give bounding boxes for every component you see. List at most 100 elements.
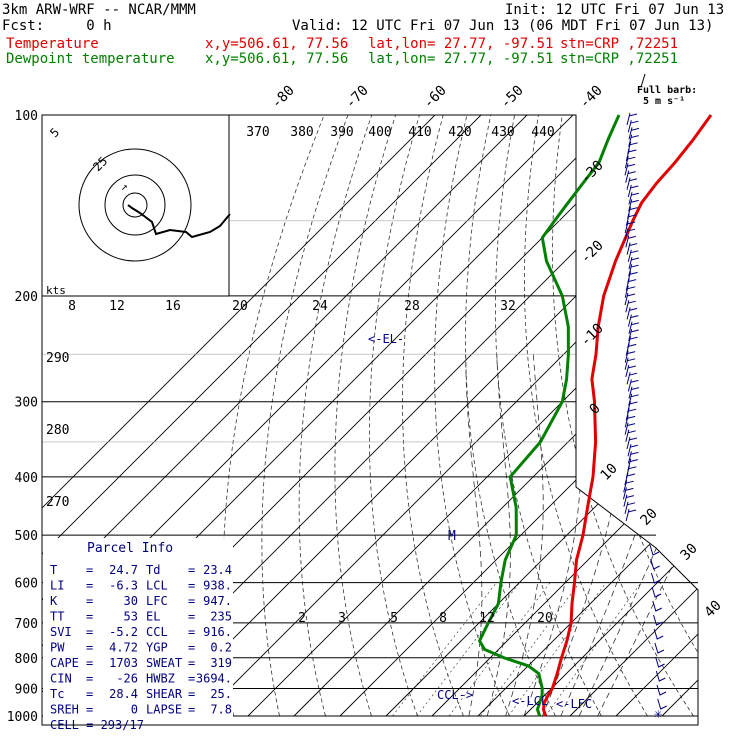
parcel-row-eq: =: [188, 579, 195, 593]
wind-barb: [623, 494, 635, 507]
hodograph-trace: [127, 204, 231, 239]
wind-barb: [625, 148, 637, 162]
isotherm: [42, 115, 528, 717]
wind-barb: [651, 586, 662, 598]
parcel-row-label: SHEAR: [146, 687, 183, 701]
init-time: Init: 12 UTC Fri 07 Jun 13: [505, 2, 725, 18]
parcel-row-label: LI: [50, 579, 64, 593]
wind-barb: [626, 372, 638, 385]
wind-barb: [624, 501, 636, 514]
parcel-row-label: HWBZ: [146, 672, 175, 686]
parcel-row-value: 30: [124, 594, 138, 608]
parcel-row-value: 319: [210, 656, 232, 670]
dewpoint-curve: [478, 114, 621, 717]
parcel-row-value: 916.: [203, 625, 232, 639]
isotherm-label: 40: [702, 598, 725, 621]
theta-left-label: 270: [46, 495, 69, 510]
wind-barb: [627, 444, 639, 457]
dry-adiabat: [705, 115, 740, 716]
wind-barb: [624, 350, 636, 363]
pressure-tick-label: 300: [15, 396, 38, 411]
parcel-row-label: Td: [146, 563, 160, 577]
wind-barb: [627, 120, 639, 133]
parcel-row-label: CAPE: [50, 656, 79, 670]
theta-label: 390: [330, 125, 353, 140]
hodo-speed-label: 28: [404, 299, 420, 314]
wind-legend-barb: [640, 73, 646, 88]
hodo-speed-label: 32: [500, 299, 516, 314]
mixing-ratio-label: 2: [298, 611, 306, 626]
wind-barb: [625, 213, 637, 226]
wind-barb: [622, 487, 634, 500]
parcel-row-eq: =: [86, 625, 93, 639]
hodograph-box: [41, 114, 230, 297]
parcel-row-label: PW: [50, 641, 65, 655]
isotherm: [42, 115, 482, 717]
temperature-legend-label: Temperature: [6, 36, 99, 52]
wind-barb: [626, 177, 638, 190]
parcel-row-label: YGP: [146, 641, 168, 655]
isotherm: [155, 115, 698, 717]
wind-barb: [625, 343, 637, 356]
parcel-row-value: -6.3: [109, 579, 138, 593]
wind-barb: [628, 192, 640, 205]
theta-left-label: 290: [46, 351, 69, 366]
theta-left-label: 280: [46, 423, 69, 438]
pressure-tick-label: 500: [15, 529, 38, 544]
wind-barb: [628, 321, 640, 334]
model-title: 3km ARW-WRF -- NCAR/MMM: [2, 2, 196, 18]
dry-adiabat: [298, 115, 373, 717]
parcel-row-label: TT: [50, 610, 64, 624]
wind-barb: [628, 134, 639, 147]
wind-barb: [625, 278, 637, 291]
lcl-marker: <-LCL: [512, 694, 548, 708]
parcel-row-value: 947.: [203, 594, 232, 608]
parcel-row-label: T: [50, 563, 57, 577]
wind-barb: [650, 572, 661, 584]
wind-barb: [625, 235, 636, 248]
isotherm-label: -50: [498, 83, 527, 112]
wind-barb: [625, 170, 636, 183]
wind-barb: [626, 436, 638, 450]
valid-time: Valid: 12 UTC Fri 07 Jun 13 (06 MDT Fri …: [292, 18, 714, 34]
hodo-center-mark: ↗: [121, 180, 128, 193]
dry-adiabat: [605, 115, 698, 717]
temperature-legend-stn: stn=CRP ,72251: [560, 36, 679, 52]
wind-barb: [628, 199, 639, 212]
parcel-info-panel: [43, 538, 233, 724]
parcel-row-eq: =: [188, 594, 195, 608]
wind-barb: [655, 670, 666, 682]
theta-label: 400: [368, 125, 391, 140]
mixing-ratio-line: [545, 582, 642, 717]
dewpoint-legend-xy: x,y=506.61, 77.56: [205, 51, 349, 67]
dry-adiabat: [552, 115, 694, 717]
parcel-row-label: CCL: [146, 625, 168, 639]
isotherm: [431, 115, 698, 717]
mixing-ratio-label: 20: [537, 611, 553, 626]
isotherm-label: 20: [638, 506, 661, 529]
wind-barb: [654, 642, 665, 654]
wind-barb: [625, 429, 636, 442]
parcel-row-eq: =: [188, 563, 195, 577]
parcel-row-label: CIN: [50, 672, 72, 686]
parcel-row-value: 938.: [203, 579, 232, 593]
parcel-row-label: SVI: [50, 625, 72, 639]
parcel-row-eq: =: [86, 672, 93, 686]
parcel-row-value: 24.7: [109, 563, 138, 577]
parcel-row-value: 23.4: [203, 563, 232, 577]
parcel-info-title: Parcel Info: [87, 541, 173, 556]
wind-barb: [625, 364, 636, 378]
isotherm: [569, 115, 698, 717]
isotherm: [247, 115, 698, 717]
pressure-tick-label: 600: [15, 577, 38, 592]
parcel-row-eq: =: [86, 563, 93, 577]
parcel-row-value: 4.72: [109, 641, 138, 655]
pressure-tick-label: 200: [15, 290, 38, 305]
wind-barb: [623, 480, 634, 493]
wind-barb: [624, 472, 636, 486]
wind-barb: [625, 300, 636, 313]
hodograph-ring: [122, 192, 148, 218]
moist-adiabat: [505, 354, 544, 717]
isotherm: [201, 115, 698, 717]
